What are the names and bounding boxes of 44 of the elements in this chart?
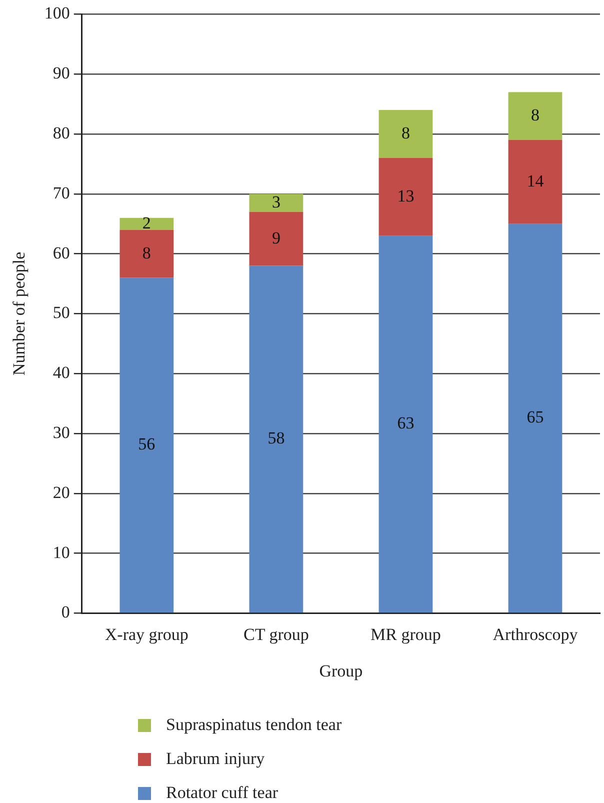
y-tick-label: 30 [52,422,70,442]
data-label: 8 [401,123,410,142]
data-label: 8 [530,106,540,124]
bar [378,158,433,236]
y-tick-label: 70 [52,183,70,202]
legend-label: Labrum injury [166,749,265,769]
bar [378,110,433,158]
data-label: 56 [138,434,156,454]
bar [249,194,304,212]
x-tick-label: X-ray group [104,624,188,644]
x-tick-label: Arthroscopy [492,624,578,644]
legend-label: Supraspinatus tendon tear [166,715,342,735]
y-tick-label: 0 [61,602,70,622]
bar [378,236,433,613]
bar [508,224,562,613]
x-tick-label: CT group [244,624,309,644]
y-tick-label: 80 [52,123,70,142]
y-tick-label: 40 [52,363,70,382]
bar [249,266,304,613]
data-label: 65 [526,408,544,427]
y-axis-title: Number of people [10,252,29,376]
y-tick-label: 50 [52,303,70,322]
data-label: 63 [397,414,414,433]
data-label: 3 [272,192,280,212]
data-label: 14 [526,171,544,190]
bar [120,218,174,230]
bar [508,140,562,224]
legend-label: Rotator cuff tear [166,783,278,803]
data-label: 9 [272,228,280,248]
bar [249,212,304,266]
x-tick-label: MR group [370,624,441,644]
data-label: 13 [397,186,414,206]
y-tick-label: 20 [52,482,70,502]
bar [508,92,562,140]
data-label: 2 [142,213,151,232]
bar [120,278,174,613]
x-axis-title: Group [319,661,363,680]
y-tick-label: 10 [52,542,70,562]
y-tick-label: 60 [52,243,70,262]
data-label: 8 [142,243,151,262]
y-tick-label: 90 [52,64,70,83]
data-label: 58 [268,428,285,448]
bar [120,230,174,278]
y-tick-label: 100 [44,4,70,23]
